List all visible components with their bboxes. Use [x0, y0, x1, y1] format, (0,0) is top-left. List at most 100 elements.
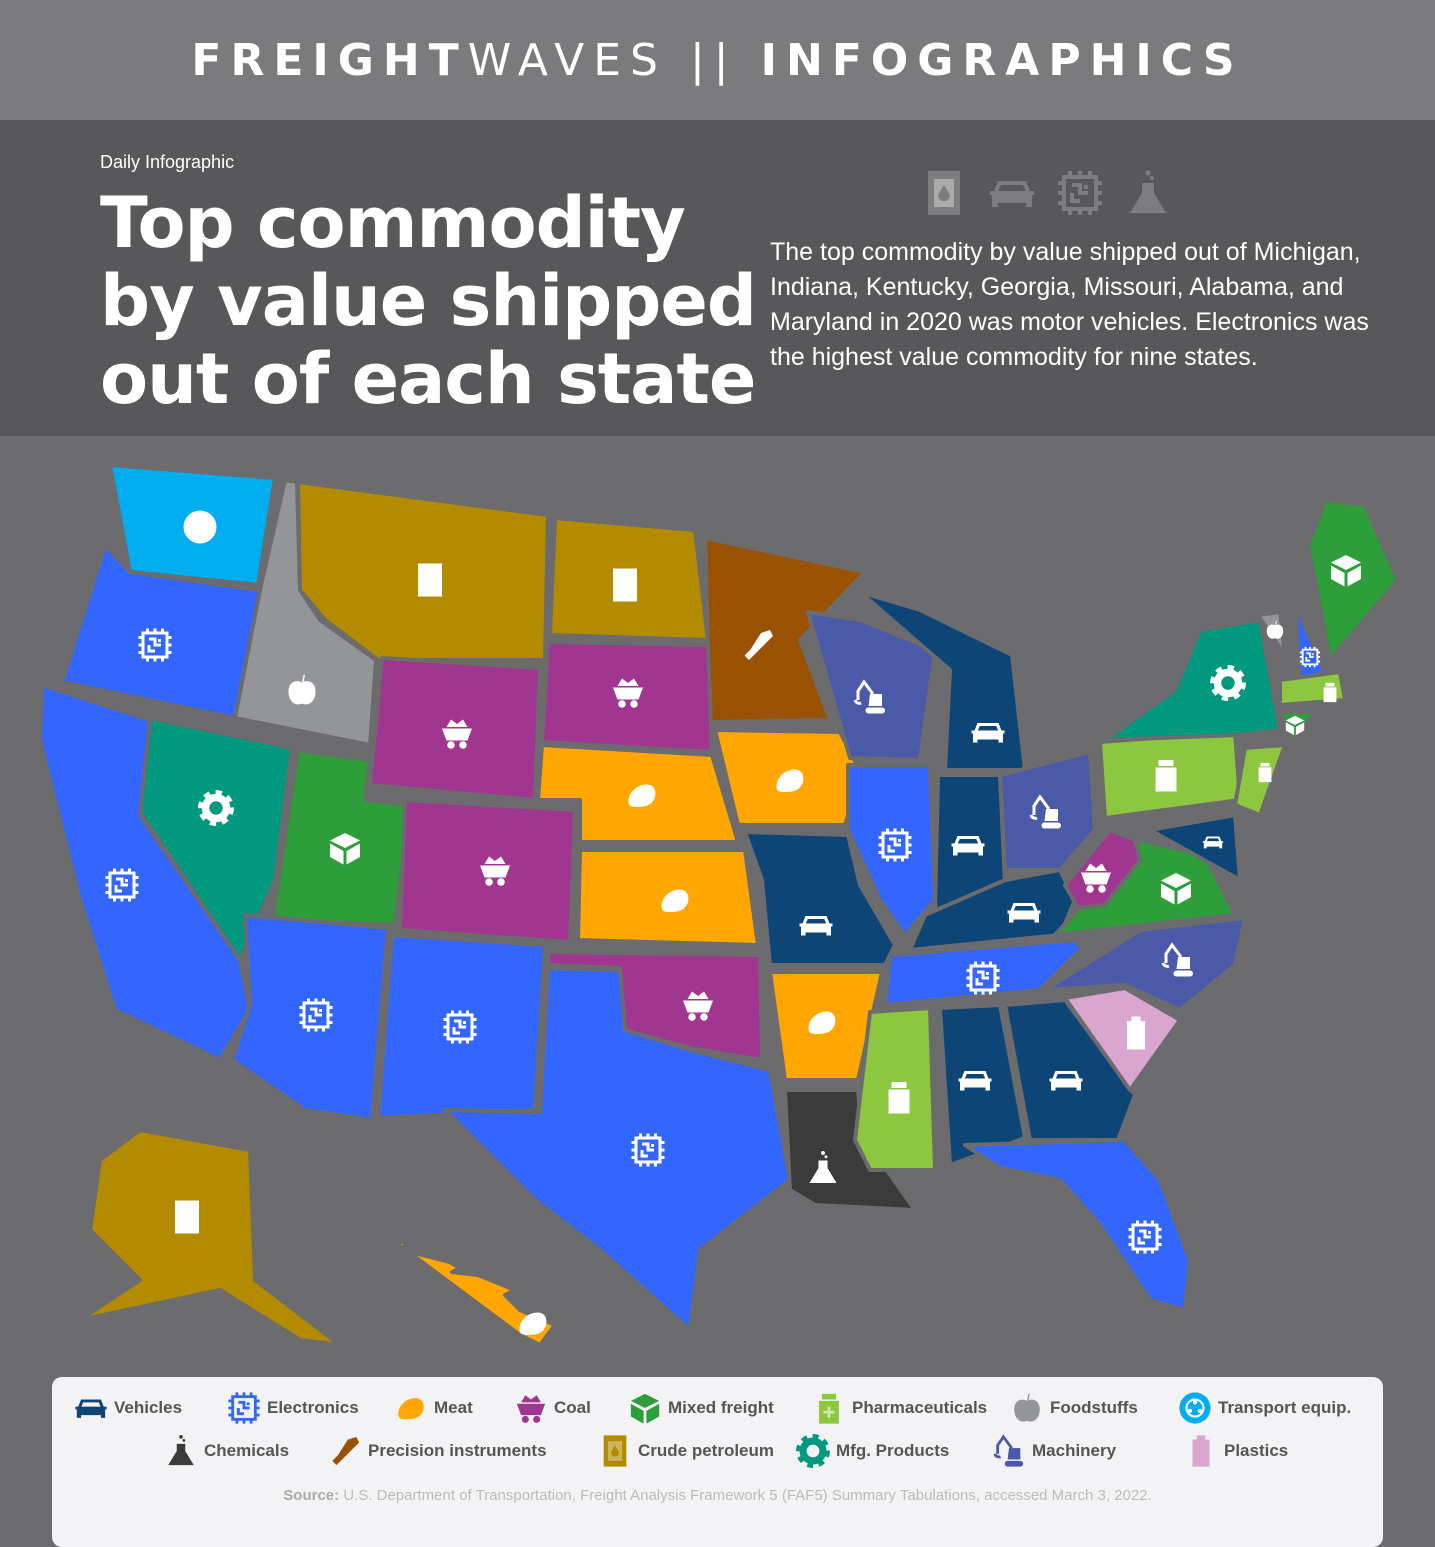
legend-label: Mixed freight: [668, 1398, 774, 1417]
header-icons: [920, 165, 1172, 221]
barrel-icon: [418, 564, 442, 597]
state-ga: [1003, 998, 1137, 1142]
legend-label: Vehicles: [114, 1398, 183, 1417]
legend-label: Meat: [434, 1398, 473, 1417]
legend-label: Foodstuffs: [1050, 1398, 1138, 1417]
state-shape: [853, 1006, 937, 1172]
state-shape: [806, 610, 937, 762]
state-me: [1306, 498, 1400, 662]
state-ny: [1103, 618, 1282, 742]
legend-item-mixed: Mixed freight: [628, 1391, 774, 1425]
brand-header: FREIGHT WAVES || INFOGRAPHICS: [0, 0, 1435, 120]
chip-icon: [967, 962, 1000, 995]
barrel-icon: [598, 1434, 632, 1468]
legend-label: Coal: [554, 1398, 591, 1417]
state-ms: [853, 1006, 937, 1172]
pharma-icon: [889, 1082, 910, 1114]
barrel-icon: [920, 165, 968, 221]
state-az: [230, 913, 390, 1122]
legend-item-machinery: Machinery: [992, 1434, 1116, 1468]
state-co: [398, 798, 577, 944]
state-shape: [1003, 998, 1137, 1142]
state-shape: [1043, 916, 1247, 1012]
state-fl: [963, 1138, 1192, 1312]
battery-icon: [1127, 1017, 1145, 1050]
state-ma: [1278, 670, 1347, 707]
pharma-icon: [1156, 760, 1177, 792]
legend-label: Pharmaceuticals: [852, 1398, 988, 1417]
state-shape: [393, 1240, 557, 1347]
state-oh: [998, 750, 1097, 872]
box-icon: [628, 1391, 662, 1425]
state-pa: [1098, 730, 1242, 820]
chip-icon: [106, 869, 139, 902]
wheel-icon: [184, 511, 217, 544]
state-wa: [108, 463, 277, 587]
chip-icon: [1056, 165, 1104, 221]
state-ne: [536, 743, 740, 844]
legend-label: Transport equip.: [1218, 1398, 1352, 1417]
gear-icon: [796, 1434, 830, 1468]
legend-item-crude: Crude petroleum: [598, 1434, 774, 1468]
source: Source: U.S. Department of Transportatio…: [52, 1487, 1383, 1504]
battery-icon: [1184, 1434, 1218, 1468]
state-ct: [1278, 710, 1317, 744]
flask-icon: [1124, 165, 1172, 221]
chip-icon: [879, 829, 912, 862]
chip-icon: [227, 1391, 261, 1425]
state-il: [846, 763, 937, 937]
state-nc: [1043, 916, 1247, 1012]
barrel-icon: [613, 569, 637, 602]
legend-label: Crude petroleum: [638, 1441, 775, 1460]
coal-icon: [514, 1391, 548, 1425]
state-shape: [1103, 618, 1282, 742]
state-shape: [963, 1138, 1192, 1312]
chip-icon: [632, 1134, 665, 1167]
legend-item-pharma: Pharmaceuticals: [812, 1391, 987, 1425]
legend-label: Mfg. Products: [836, 1441, 950, 1460]
legend-item-plastics: Plastics: [1184, 1434, 1288, 1468]
legend-item-mfg: Mfg. Products: [796, 1434, 949, 1468]
state-nd: [548, 516, 710, 642]
state-tn: [883, 938, 1084, 1007]
state-md: [1148, 813, 1242, 882]
legend-label: Precision instruments: [368, 1441, 547, 1460]
kicker: Daily Infographic: [100, 152, 235, 172]
chip-icon: [139, 629, 172, 662]
state-wy: [368, 656, 542, 802]
state-shape: [1148, 813, 1242, 882]
legend-item-chemicals: Chemicals: [164, 1434, 289, 1468]
pharma-icon: [1259, 763, 1272, 782]
state-sc: [1063, 986, 1182, 1092]
state-wv: [1063, 828, 1142, 910]
separator: ||: [689, 34, 738, 86]
legend-label: Electronics: [267, 1398, 359, 1417]
state-al: [938, 1003, 1027, 1167]
state-ks: [576, 848, 760, 947]
state-ak: [78, 1128, 342, 1347]
chip-icon: [1129, 1221, 1162, 1254]
chip-icon: [1300, 647, 1320, 667]
state-nm: [376, 933, 547, 1120]
state-ca: [38, 683, 252, 1062]
wheel-icon: [1178, 1391, 1212, 1425]
legend-label: Chemicals: [204, 1441, 290, 1460]
state-vt: [1256, 610, 1287, 657]
state-mt: [296, 480, 550, 662]
section-name: INFOGRAPHICS: [760, 34, 1244, 86]
legend-item-food: Foodstuffs: [1010, 1391, 1138, 1425]
state-tx: [443, 966, 792, 1332]
legend-label: Machinery: [1032, 1441, 1117, 1460]
state-la: [783, 1088, 917, 1212]
legend-item-precision: Precision instruments: [328, 1434, 547, 1468]
barrel-icon: [175, 1201, 199, 1234]
legend-item-electronics: Electronics: [227, 1391, 359, 1425]
intro-band: Daily Infographic Top commodity by value…: [0, 120, 1435, 436]
car-icon: [988, 165, 1036, 221]
legend: Source: U.S. Department of Transportatio…: [52, 1377, 1383, 1547]
us-map: [38, 463, 1400, 1347]
flask-icon: [164, 1434, 198, 1468]
description: The top commodity by value shipped out o…: [770, 238, 1369, 371]
legend-item-coal: Coal: [514, 1391, 591, 1425]
state-wi: [806, 610, 937, 762]
